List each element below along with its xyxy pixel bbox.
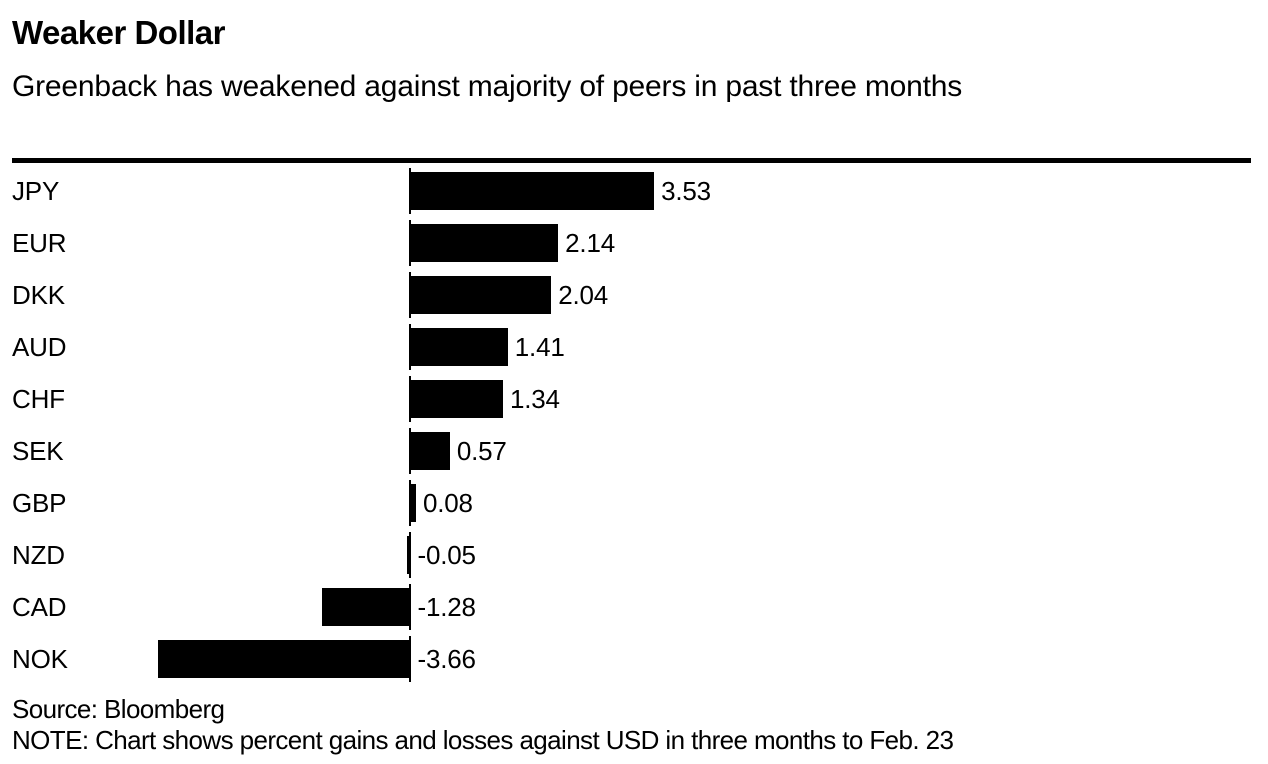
bar-row: GBP 0.08	[12, 475, 1251, 527]
zero-axis-tick	[409, 324, 411, 370]
bar	[410, 224, 559, 262]
bar-row: CAD -1.28	[12, 579, 1251, 631]
category-label: CHF	[12, 383, 65, 414]
source-line: Source: Bloomberg	[12, 694, 225, 724]
value-label: 2.14	[565, 227, 615, 258]
bar-chart-plot-area: JPY 3.53 EUR 2.14 DKK 2.04 AUD 1.41 CHF 1.34 SEK 0.…	[12, 163, 1251, 687]
category-label: AUD	[12, 331, 67, 362]
bar	[410, 328, 508, 366]
value-label: 0.08	[423, 487, 473, 518]
category-label: NZD	[12, 539, 65, 570]
value-label: 0.57	[456, 435, 507, 466]
note-line: NOTE: Chart shows percent gains and loss…	[12, 725, 954, 755]
category-label: JPY	[12, 175, 60, 206]
category-label: DKK	[12, 279, 65, 310]
bar-row: DKK 2.04	[12, 267, 1251, 319]
zero-axis-tick	[409, 272, 411, 318]
value-label: -0.05	[417, 539, 476, 570]
bar-row: AUD 1.41	[12, 319, 1251, 371]
bar-row: NZD -0.05	[12, 527, 1251, 579]
category-label: GBP	[12, 487, 67, 518]
category-label: NOK	[12, 643, 68, 674]
chart-subtitle: Greenback has weakened against majority …	[12, 70, 963, 103]
bar	[157, 640, 411, 678]
value-label: 1.34	[509, 383, 560, 414]
value-label: 3.53	[661, 175, 711, 206]
bar-row: CHF 1.34	[12, 371, 1251, 423]
zero-axis-tick	[409, 428, 411, 474]
chart-footer: Source: Bloomberg NOTE: Chart shows perc…	[12, 694, 954, 756]
bar	[410, 276, 552, 314]
bar	[322, 588, 411, 626]
bar	[410, 172, 655, 210]
zero-axis-tick	[409, 168, 411, 214]
value-label: -3.66	[417, 643, 476, 674]
zero-axis-tick	[409, 480, 411, 526]
category-label: CAD	[12, 591, 67, 622]
zero-axis-tick	[409, 376, 411, 422]
bar-row: NOK -3.66	[12, 631, 1251, 683]
bar	[407, 536, 411, 574]
value-label: 2.04	[558, 279, 609, 310]
chart-title: Weaker Dollar	[12, 14, 226, 51]
bar	[410, 484, 417, 522]
category-label: SEK	[12, 435, 64, 466]
top-rule	[12, 158, 1251, 163]
bar	[410, 432, 450, 470]
bar-row: EUR 2.14	[12, 215, 1251, 267]
bar	[410, 380, 503, 418]
category-label: EUR	[12, 227, 67, 258]
bar-row: JPY 3.53	[12, 163, 1251, 215]
zero-axis-tick	[409, 220, 411, 266]
value-label: -1.28	[417, 591, 476, 622]
value-label: 1.41	[514, 331, 565, 362]
bar-row: SEK 0.57	[12, 423, 1251, 475]
